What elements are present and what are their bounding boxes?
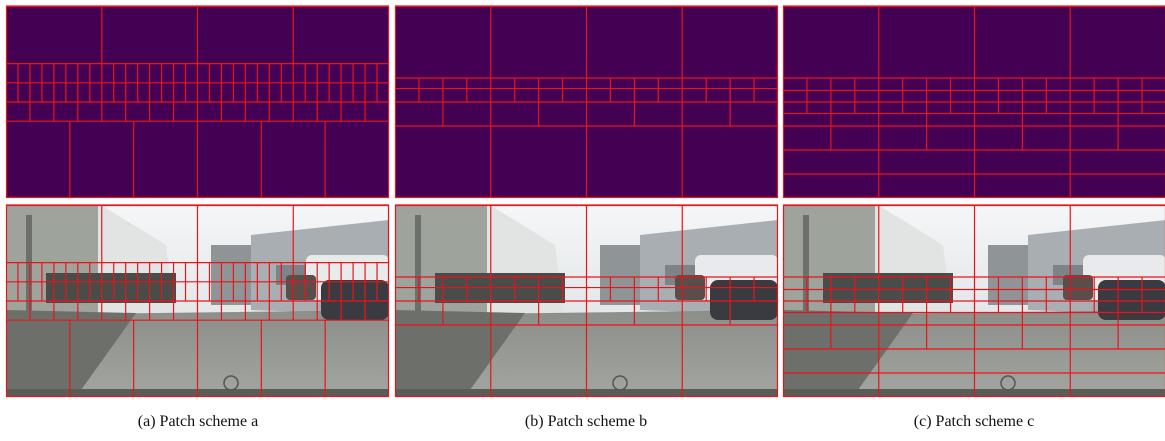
caption: (a) Patch scheme a bbox=[138, 413, 258, 430]
page: (a) Patch scheme a (b) Patch scheme b (c… bbox=[0, 0, 1165, 441]
mask-panel bbox=[6, 6, 389, 198]
photo-panel bbox=[395, 205, 778, 397]
mask-panel bbox=[783, 6, 1165, 198]
panels bbox=[6, 6, 1165, 397]
photo-panel bbox=[783, 205, 1165, 397]
mask-panel bbox=[395, 6, 778, 198]
caption: (c) Patch scheme c bbox=[914, 413, 1034, 430]
photo-panel bbox=[6, 205, 389, 397]
figure: (a) Patch scheme a (b) Patch scheme b (c… bbox=[0, 0, 1165, 441]
caption: (b) Patch scheme b bbox=[525, 413, 647, 430]
